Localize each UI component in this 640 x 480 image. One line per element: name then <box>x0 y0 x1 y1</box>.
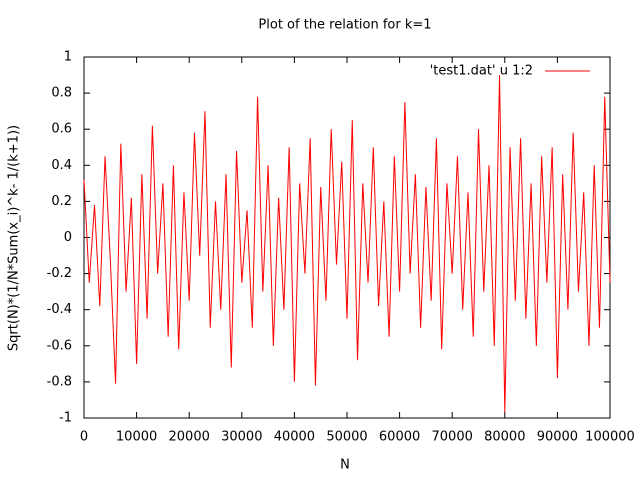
x-tick-label: 30000 <box>221 430 262 445</box>
legend-label: 'test1.dat' u 1:2 <box>430 64 533 79</box>
x-tick-label: 70000 <box>432 430 473 445</box>
plot-frame <box>83 56 611 419</box>
data-line <box>83 75 611 413</box>
x-tick-label: 50000 <box>326 430 367 445</box>
y-tick-label: -0.2 <box>47 266 72 281</box>
x-axis-label: N <box>340 458 350 473</box>
x-tick-label: 40000 <box>274 430 315 445</box>
y-tick-label: 0 <box>64 230 72 245</box>
y-tick-label: -0.4 <box>47 302 72 317</box>
y-tick-label: 1 <box>64 50 72 65</box>
x-tick-label: 100000 <box>585 430 635 445</box>
y-axis-label: Sqrt(N)*(1/N*Sum(x_i)^k- 1/(k+1)) <box>7 125 22 351</box>
y-tick-label: 0.2 <box>51 194 72 209</box>
chart-title: Plot of the relation for k=1 <box>258 18 431 33</box>
x-tick-label: 10000 <box>116 430 157 445</box>
x-tick-label: 60000 <box>379 430 420 445</box>
x-tick-label: 20000 <box>169 430 210 445</box>
x-tick-label: 80000 <box>484 430 525 445</box>
x-tick-label: 90000 <box>537 430 578 445</box>
x-tick-label: 0 <box>80 430 88 445</box>
y-tick-label: 0.4 <box>51 158 72 173</box>
y-tick-label: 0.8 <box>51 86 72 101</box>
y-tick-label: 0.6 <box>51 122 72 137</box>
y-tick-label: -0.6 <box>47 338 72 353</box>
y-tick-label: -1 <box>59 411 72 426</box>
y-tick-label: -0.8 <box>47 374 72 389</box>
